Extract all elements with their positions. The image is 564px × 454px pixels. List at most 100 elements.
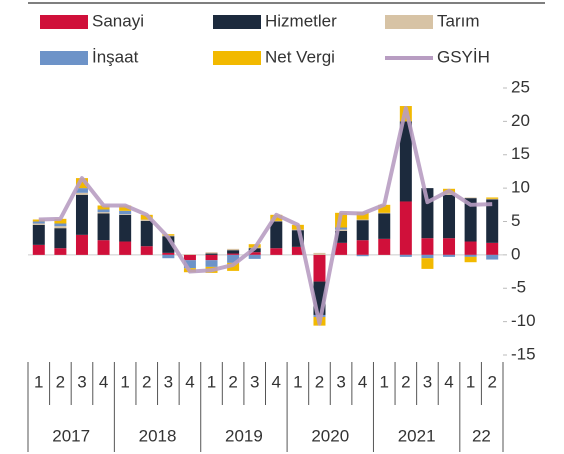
bar-segment <box>378 213 391 239</box>
year-label: 22 <box>472 426 491 445</box>
bar-segment <box>248 254 261 259</box>
bar-segment <box>97 213 110 241</box>
bar-segment <box>227 248 240 251</box>
legend-swatch <box>385 15 433 29</box>
x-tick-label: 3 <box>77 372 86 391</box>
legend-label: GSYİH <box>437 47 490 66</box>
bar-segment <box>205 254 218 261</box>
bar-segment <box>97 205 110 210</box>
bar-segment <box>378 212 391 214</box>
bar-segment <box>183 260 196 269</box>
bar-segment <box>227 254 240 263</box>
legend-swatch <box>40 51 88 65</box>
y-tick-label: -10 <box>511 311 536 330</box>
x-tick-label: 2 <box>401 372 410 391</box>
y-tick-label: -5 <box>511 278 526 297</box>
bar-segment <box>486 198 499 200</box>
gdp-line <box>38 106 493 326</box>
year-label: 2020 <box>311 426 349 445</box>
bar-segment <box>183 254 196 261</box>
bar-segment <box>335 242 348 255</box>
y-tick-label: 20 <box>511 111 530 130</box>
x-tick-label: 1 <box>120 372 129 391</box>
bar-segment <box>183 254 196 255</box>
bar-segment <box>32 244 45 255</box>
x-tick-label: 4 <box>358 372 367 391</box>
bar-segment <box>119 214 132 242</box>
bar-segment <box>486 242 499 255</box>
y-tick-label: 5 <box>511 211 520 230</box>
bar-segment <box>119 210 132 215</box>
x-tick-label: 1 <box>34 372 43 391</box>
bar-segment <box>97 212 110 214</box>
bar-segment <box>443 193 456 195</box>
x-tick-label: 2 <box>315 372 324 391</box>
bar-segment <box>356 212 369 220</box>
bar-segment <box>162 254 175 259</box>
bar-segment <box>421 258 434 269</box>
bar-segment <box>32 223 45 225</box>
bar-segment <box>54 223 67 227</box>
year-label: 2017 <box>52 426 90 445</box>
bar-segment <box>421 254 434 259</box>
bar-segment <box>248 252 261 255</box>
bar-segment <box>97 209 110 213</box>
bar-segment <box>464 254 477 257</box>
bar-segment <box>205 252 218 254</box>
bar-segment <box>140 220 153 247</box>
bar-segment <box>75 194 88 235</box>
bar-segment <box>486 199 499 243</box>
bar-segment <box>399 121 412 202</box>
bar-segment <box>205 260 218 267</box>
bar-segment <box>32 219 45 222</box>
bar-segment <box>119 241 132 255</box>
x-tick-label: 3 <box>423 372 432 391</box>
bar-segment <box>313 254 326 282</box>
bar-segment <box>399 201 412 255</box>
bar-segment <box>54 226 67 229</box>
bar-segment <box>270 248 283 255</box>
legend-label: İnşaat <box>92 47 139 66</box>
bar-segment <box>356 219 369 221</box>
bar-segment <box>205 253 218 255</box>
bar-segment <box>32 221 45 224</box>
bar-segment <box>443 194 456 239</box>
x-tick-label: 2 <box>56 372 65 391</box>
y-tick-label: 15 <box>511 144 530 163</box>
bar-segment <box>75 234 88 255</box>
bar-segment <box>356 240 369 255</box>
bar-segment <box>140 219 153 221</box>
x-tick-label: 1 <box>293 372 302 391</box>
x-tick-label: 3 <box>336 372 345 391</box>
x-tick-label: 2 <box>142 372 151 391</box>
bar-segment <box>464 256 477 263</box>
bar-segment <box>227 253 240 255</box>
bar-segment <box>486 197 499 199</box>
bar-segment <box>162 252 175 255</box>
bar-segment <box>335 227 348 230</box>
legend-swatch <box>213 51 261 65</box>
y-tick-label: -15 <box>511 344 536 363</box>
bar-segment <box>421 238 434 255</box>
legend-label: Net Vergi <box>265 47 335 66</box>
bar-segment <box>75 178 88 189</box>
x-tick-label: 2 <box>228 372 237 391</box>
bar-segment <box>313 252 326 255</box>
bar-segment <box>119 214 132 215</box>
bar-segment <box>399 254 412 257</box>
y-tick-label: 25 <box>511 77 530 96</box>
bar-segment <box>54 228 67 249</box>
legend-label: Sanayi <box>92 11 144 30</box>
x-tick-label: 4 <box>444 372 453 391</box>
bar-segment <box>378 238 391 255</box>
bar-segment <box>97 240 110 255</box>
bar-segment <box>356 220 369 241</box>
bar-segment <box>443 238 456 255</box>
x-tick-label: 4 <box>272 372 281 391</box>
bar-segment <box>464 241 477 255</box>
x-tick-label: 3 <box>250 372 259 391</box>
bar-segment <box>227 250 240 254</box>
bar-segment <box>486 254 499 260</box>
bar-segment <box>270 221 283 249</box>
